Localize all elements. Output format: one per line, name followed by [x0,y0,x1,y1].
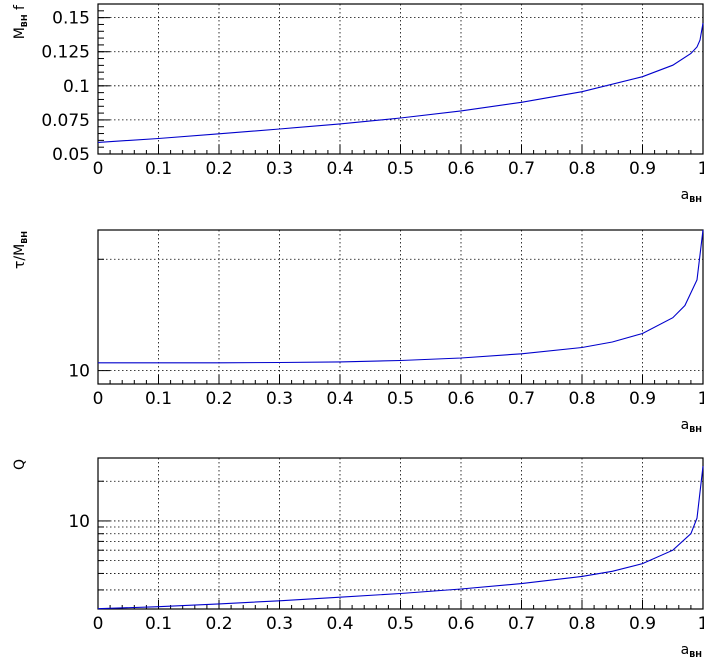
x-tick-label: 0.4 [326,389,353,409]
x-tick-label: 0.7 [508,389,535,409]
panel-2: 0 0.1 0.2 0.3 0.4 0.5 0.6 0.7 0.8 0.9 1 10 aBH τ/MBH [12,229,704,434]
x-tick-label: 1 [698,614,704,634]
y-tick-label: 0.1 [63,77,90,97]
x-tick-label: 0.2 [205,389,232,409]
x-tick-label: 0.7 [508,614,535,634]
series-line [98,229,704,364]
x-tick-label: 0.8 [568,614,595,634]
x-tick-label: 0.5 [387,389,414,409]
panel-3: 0 0.1 0.2 0.3 0.4 0.5 0.6 0.7 0.8 0.9 1 10 aBH Q [12,457,704,659]
series-line [97,23,704,143]
x-tick-label: 0.4 [326,159,353,179]
x-tick-label: 0 [93,159,104,179]
x-tick-label: 0 [93,614,104,634]
plot-frame [97,457,704,610]
series-line [97,466,704,610]
x-tick-label: 0.5 [387,614,414,634]
x-tick-label: 0.1 [145,614,172,634]
y-axis-title: τ/MBH [12,231,29,269]
x-axis-title: aBH [681,642,702,659]
x-tick-label: 0.9 [629,614,656,634]
x-tick-label: 0.3 [266,614,293,634]
y-axis-title: Q [12,459,28,470]
x-tick-label: 0.9 [629,389,656,409]
y-tick-label: 0.125 [41,43,90,63]
x-tick-label: 0.2 [205,614,232,634]
x-tick-label: 0.8 [568,159,595,179]
x-tick-label: 0.6 [447,614,474,634]
x-tick-label: 1 [698,389,704,409]
x-tick-label: 0.6 [447,159,474,179]
x-tick-label: 0.8 [568,389,595,409]
x-axis-title: aBH [681,417,702,434]
x-tick-label: 0.7 [508,159,535,179]
x-tick-label: 0.1 [145,389,172,409]
y-axis-title: MBH f [12,4,29,39]
x-tick-label: 0.5 [387,159,414,179]
x-tick-label: 0.3 [266,159,293,179]
panel-1: 0 0.1 0.2 0.3 0.4 0.5 0.6 0.7 0.8 0.9 1 0.05 0.075 0.… [12,3,704,204]
x-tick-label: 0.1 [145,159,172,179]
x-axis-title: aBH [681,187,702,204]
plot-frame [97,229,704,385]
y-tick-label: 0.075 [41,111,90,131]
x-tick-label: 0.2 [205,159,232,179]
plot-frame [97,3,704,155]
y-tick-label: 0.05 [52,145,90,165]
y-tick-label: 10 [68,512,90,532]
x-tick-label: 0.3 [266,389,293,409]
x-tick-label: 0.4 [326,614,353,634]
x-tick-label: 0.9 [629,159,656,179]
y-tick-label: 10 [68,362,90,382]
x-tick-label: 1 [698,159,704,179]
y-tick-label: 0.15 [52,9,90,29]
x-tick-label: 0 [93,389,104,409]
x-tick-label: 0.6 [447,389,474,409]
